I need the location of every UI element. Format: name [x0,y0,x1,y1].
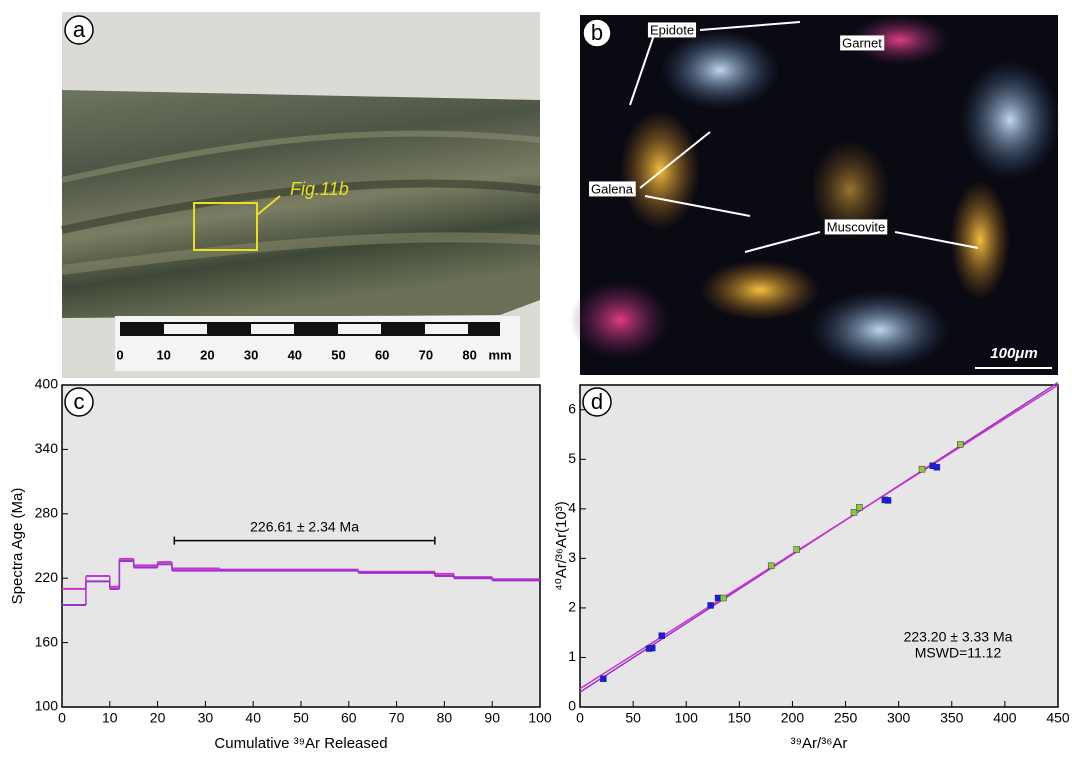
point [600,676,606,682]
y-tick-label: 280 [35,505,59,521]
point [649,645,655,651]
figure: 01020304050607080mm Fig.11b a EpidoteGar… [0,0,1072,754]
point [768,563,774,569]
point [720,595,726,601]
scale-bar-label: 100μm [990,345,1037,362]
point [934,464,940,470]
mineral-label: Epidote [650,22,694,37]
x-axis-label: ³⁹Ar/³⁶Ar [791,735,848,752]
x-tick-label: 90 [484,710,500,726]
x-tick-label: 450 [1046,710,1070,726]
x-tick-label: 10 [102,710,118,726]
y-tick-label: 340 [35,440,59,456]
y-tick-label: 2 [568,599,576,615]
x-tick-label: 40 [245,710,261,726]
ruler-label: 40 [288,347,302,362]
x-tick-label: 50 [293,710,309,726]
mineral-label: Garnet [842,35,882,50]
y-axis-label: ⁴⁰Ar/³⁶Ar(10³) [553,501,570,590]
x-tick-label: 0 [58,710,66,726]
plot-area [62,385,540,707]
point [856,504,862,510]
x-tick-label: 350 [940,710,964,726]
mineral-label: Galena [591,181,634,196]
x-axis-label: Cumulative ³⁹Ar Released [214,735,387,752]
x-tick-label: 80 [437,710,453,726]
ruler-label: 30 [244,347,258,362]
y-tick-label: 6 [568,400,576,416]
x-tick-label: 400 [993,710,1017,726]
x-tick-label: 0 [576,710,584,726]
ruler-label: 20 [200,347,214,362]
y-axis-label: Spectra Age (Ma) [9,488,26,605]
x-tick-label: 20 [150,710,166,726]
y-tick-label: 160 [35,633,59,649]
y-tick-label: 100 [35,698,59,714]
x-tick-label: 200 [781,710,805,726]
callout: Fig.11b [290,179,349,199]
mineral-label: Muscovite [827,219,886,234]
annotation: 226.61 ± 2.34 Ma [250,518,359,534]
x-tick-label: 30 [198,710,214,726]
point [659,633,665,639]
ruler-label: 70 [419,347,433,362]
ruler-label: 50 [331,347,345,362]
y-tick-label: 400 [35,376,59,392]
x-tick-label: 50 [625,710,641,726]
point [885,497,891,503]
ruler-label: 10 [156,347,170,362]
panel-letter: d [591,389,603,414]
ruler-label: 60 [375,347,389,362]
y-tick-label: 1 [568,648,576,664]
x-tick-label: 250 [834,710,858,726]
y-tick-label: 0 [568,698,576,714]
annotation: MSWD=11.12 [915,645,1002,661]
x-tick-label: 70 [389,710,405,726]
annotation: 223.20 ± 3.33 Ma [904,629,1013,645]
ruler-label: mm [488,347,511,362]
x-tick-label: 150 [728,710,752,726]
panel-letter: a [73,17,86,42]
x-tick-label: 100 [675,710,699,726]
point [957,441,963,447]
x-tick-label: 60 [341,710,357,726]
panel-letter: b [591,20,603,45]
y-tick-label: 220 [35,569,59,585]
panel-letter: c [74,389,85,414]
point [794,546,800,552]
ruler-label: 0 [116,347,123,362]
photo-b [570,15,1060,375]
x-tick-label: 100 [528,710,552,726]
ruler-label: 80 [462,347,476,362]
y-tick-label: 5 [568,450,576,466]
x-tick-label: 300 [887,710,911,726]
point [708,602,714,608]
point [919,466,925,472]
